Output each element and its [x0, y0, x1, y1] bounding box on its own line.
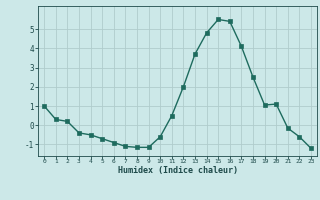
X-axis label: Humidex (Indice chaleur): Humidex (Indice chaleur) [118, 166, 238, 175]
